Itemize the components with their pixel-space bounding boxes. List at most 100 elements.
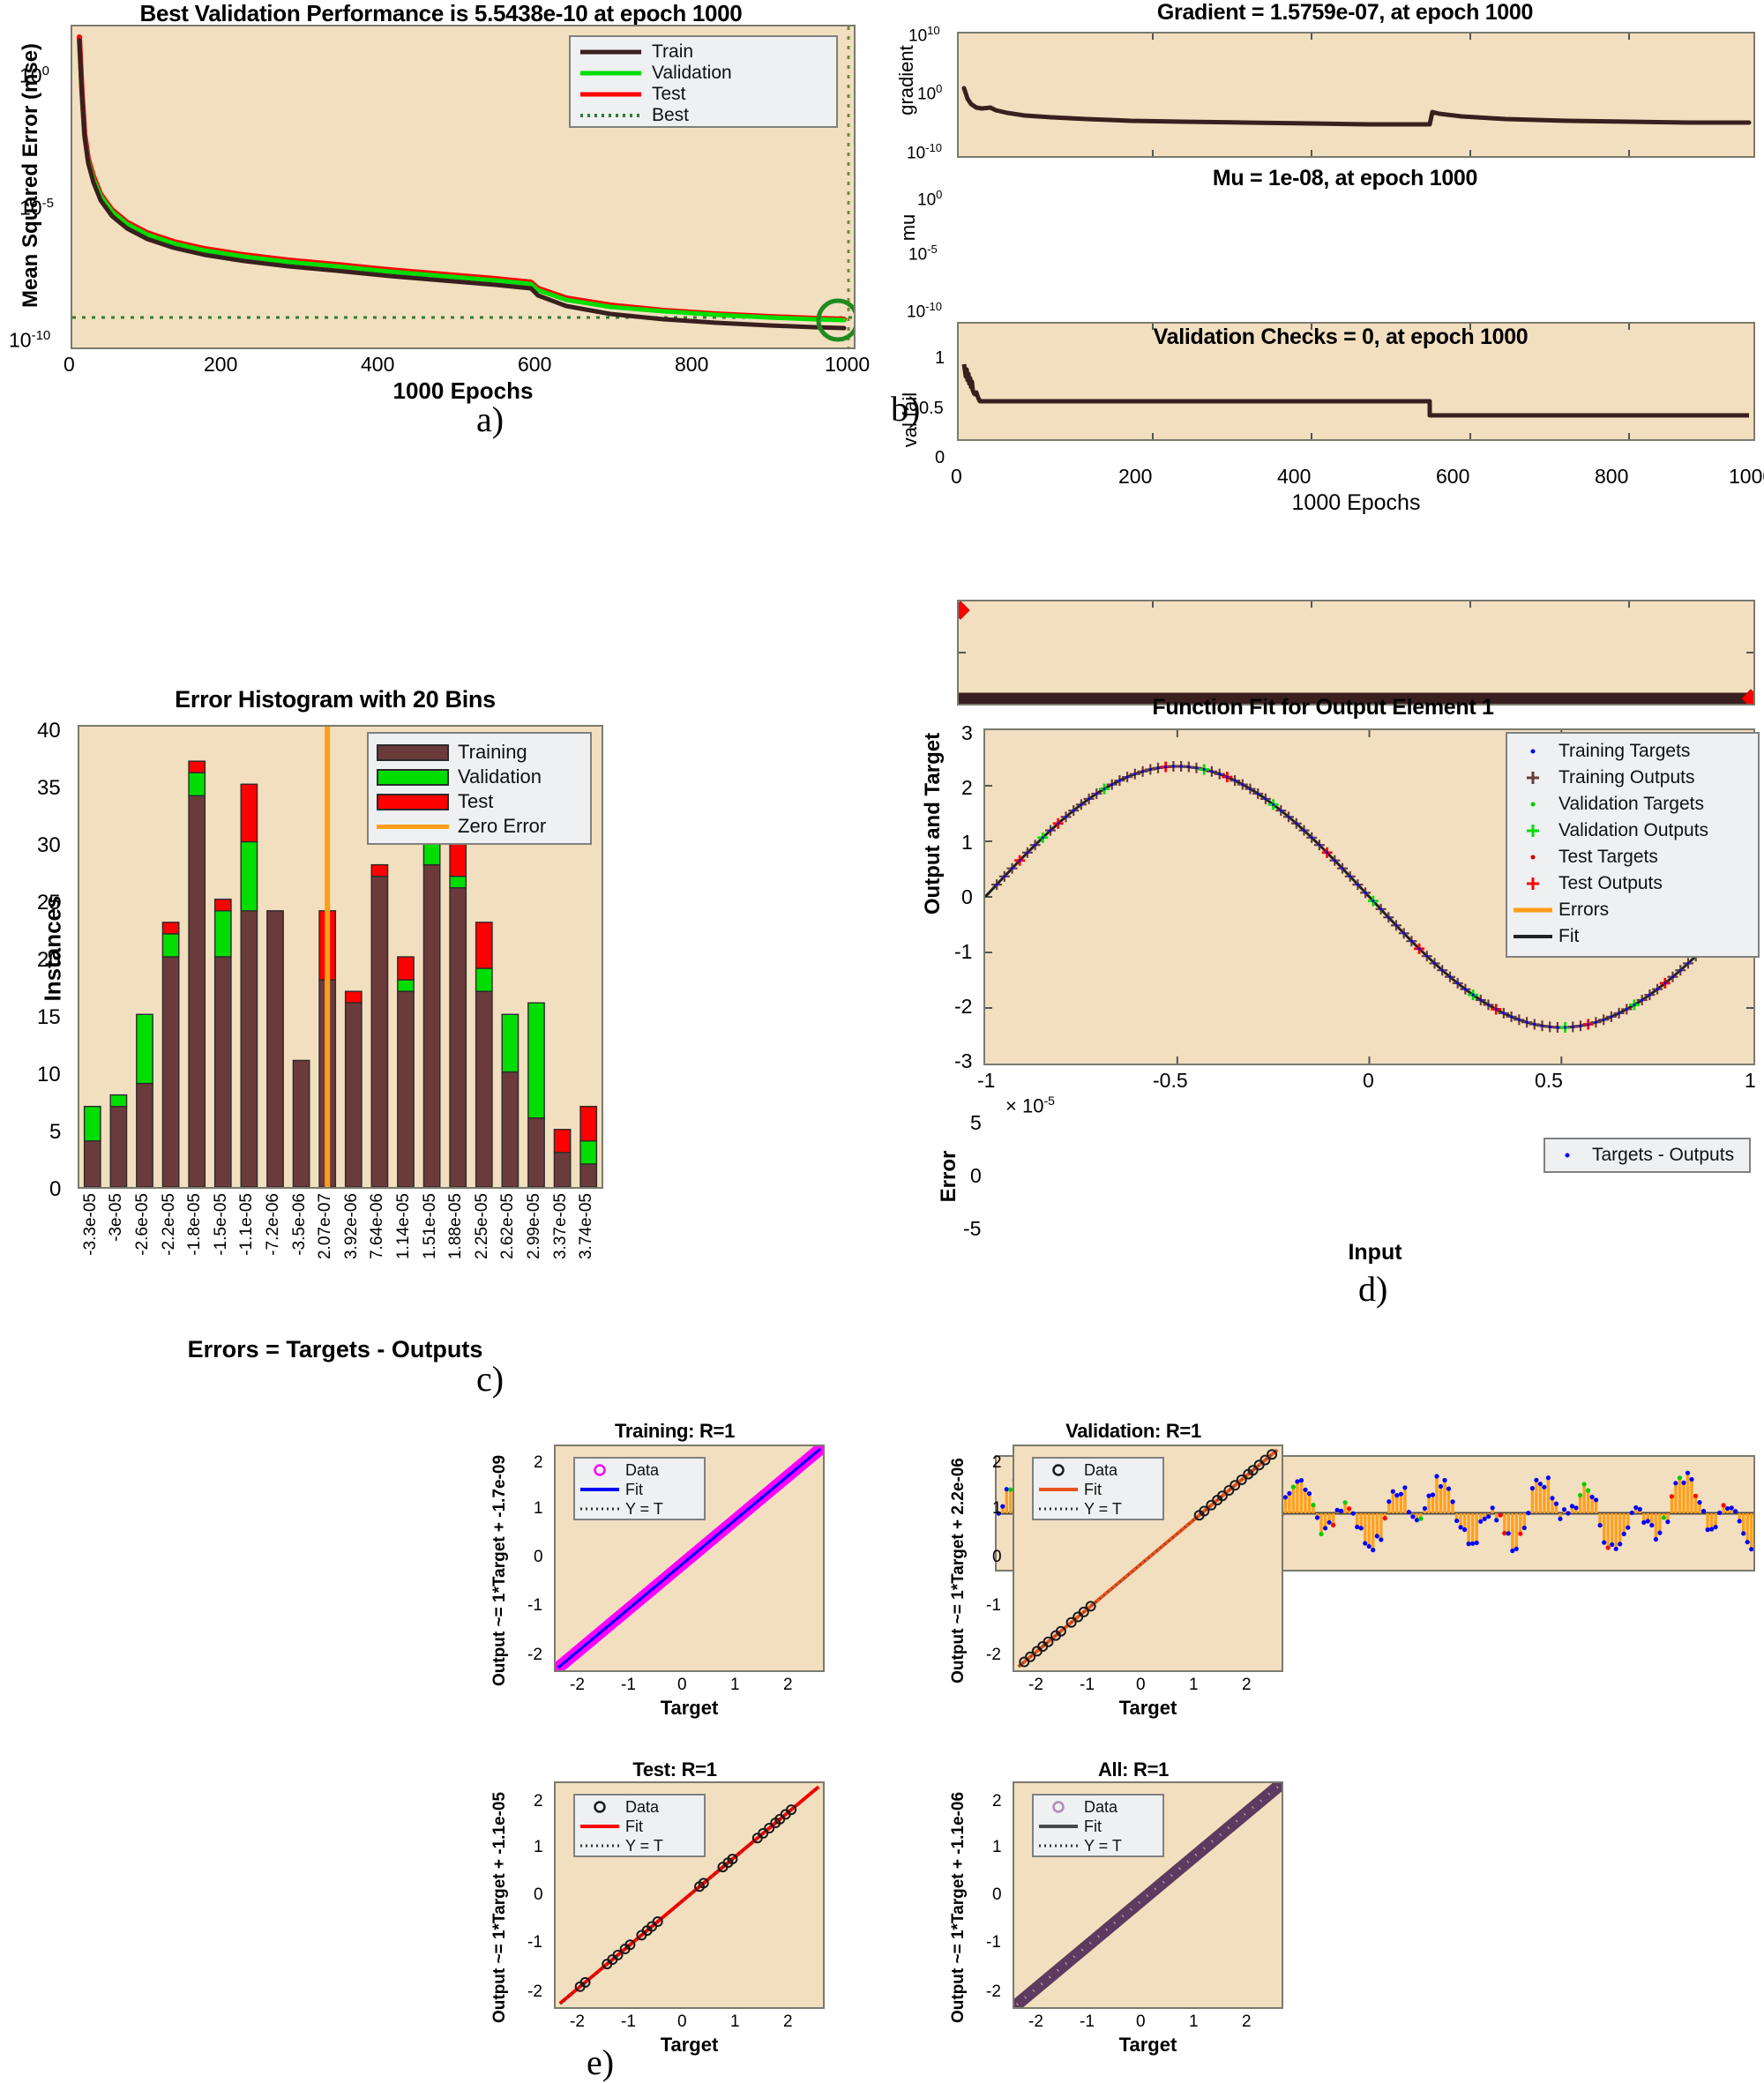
panel-b-xtick-400: 400 (1277, 465, 1312, 488)
panel-c-xtick-container: -3.3e-05 -3e-05 -2.6e-05 -2.2e-05 -1.8e-05 -1… (78, 1191, 603, 1332)
data-circle-marker (1052, 1801, 1065, 1813)
panel-c-xtick-15: 2.25e-05 (472, 1193, 491, 1260)
validation-outputs-marker (1527, 825, 1539, 837)
reg-test-xtick-m1: -1 (621, 2012, 636, 2031)
legend-label-yt: Y = T (1084, 1836, 1122, 1855)
train-swatch (580, 49, 641, 55)
legend-row-data: Data (1038, 1797, 1158, 1817)
regression-training: Training: R=1 Output ~= 1*Target + -1.7e… (423, 1393, 864, 1728)
reg-test-ytick-0: 0 (534, 1885, 543, 1904)
legend-label-training-outputs: Training Outputs (1558, 767, 1695, 788)
fit-line-swatch (580, 1825, 619, 1828)
reg-all-xtick-m1: -1 (1080, 2012, 1095, 2031)
reg-all-legend: Data Fit Y = T (1032, 1794, 1164, 1857)
test-swatch (377, 793, 449, 810)
legend-row-validation: Validation (377, 765, 582, 789)
legend-row-training-targets: Training Targets (1513, 738, 1753, 765)
reg-all-ytick-1: 1 (992, 1838, 1002, 1856)
panel-d-ytick-1: 1 (961, 831, 973, 854)
reg-training-ytick-m1: -1 (527, 1596, 542, 1615)
panel-d-err-ytick-m5: -5 (963, 1217, 982, 1240)
reg-test-ytick-m1: -1 (527, 1933, 542, 1952)
legend-row-training-outputs: Training Outputs (1513, 765, 1753, 791)
panel-d-ytick-m1: -1 (954, 940, 973, 963)
reg-test-ytick-1: 1 (534, 1838, 543, 1856)
panel-letter-b: b) (891, 389, 921, 429)
legend-row-errors: Errors (1513, 897, 1753, 923)
panel-c-ytick-0: 0 (49, 1177, 62, 1201)
legend-row-test-outputs: Test Outputs (1513, 870, 1753, 897)
legend-label-fit: Fit (625, 1480, 643, 1498)
legend-label-validation-outputs: Validation Outputs (1558, 820, 1709, 840)
panel-c-xtick-4: -1.8e-05 (185, 1193, 205, 1256)
reg-training-title: Training: R=1 (614, 1420, 736, 1442)
reg-test-xlabel: Target (660, 2034, 719, 2056)
legend-row-validation-targets: Validation Targets (1513, 791, 1753, 818)
best-marker-circle (816, 298, 854, 342)
yt-line-swatch (1039, 1507, 1078, 1511)
panel-letter-e: e) (587, 2042, 615, 2082)
legend-label-training: Training (458, 741, 527, 763)
panel-a-ytick-0: 100 (19, 63, 49, 87)
reg-validation-xtick-2: 2 (1242, 1676, 1252, 1694)
targets-outputs-marker (1565, 1153, 1570, 1158)
reg-training-scatter (556, 1446, 823, 1670)
legend-row-best: Best (578, 105, 829, 126)
panel-d-xtick-05: 0.5 (1535, 1069, 1563, 1092)
legend-row-validation-outputs: Validation Outputs (1513, 818, 1753, 844)
yt-line-swatch (580, 1507, 619, 1511)
panel-b-xtick-0: 0 (951, 465, 962, 488)
data-circle-marker (594, 1464, 606, 1476)
legend-row-yt: Y = T (579, 1499, 699, 1519)
panel-c-ytick-30: 30 (37, 833, 61, 857)
panel-c-ytick-5: 5 (49, 1120, 62, 1144)
reg-validation-xtick-m1: -1 (1080, 1676, 1095, 1694)
panel-c-xtick-3: -2.2e-05 (159, 1193, 178, 1256)
reg-test-title: Test: R=1 (632, 1758, 717, 1781)
panel-e-regression: Training: R=1 Output ~= 1*Target + -1.7e… (423, 1393, 1341, 2082)
fit-line-swatch (580, 1488, 619, 1491)
reg-training-xtick-2: 2 (783, 1676, 793, 1694)
legend-label-test: Test (458, 790, 494, 812)
panel-b-gradient-plot (957, 32, 1755, 158)
legend-row-targets-outputs: Targets - Outputs (1550, 1141, 1745, 1169)
panel-c-xtick-9: 2.07e-07 (316, 1193, 335, 1260)
fit-line-swatch (1039, 1488, 1078, 1491)
legend-row-yt: Y = T (579, 1836, 699, 1855)
reg-test-legend: Data Fit Y = T (573, 1794, 706, 1857)
legend-label-fit: Fit (1084, 1480, 1102, 1498)
reg-validation-ytick-m1: -1 (986, 1596, 1001, 1615)
panel-c-xtick-5: -1.5e-05 (211, 1193, 230, 1256)
panel-d-title: Function Fit for Output Element 1 (1152, 695, 1494, 720)
panel-c-xlabel: Errors = Targets - Outputs (187, 1336, 483, 1363)
reg-all-xtick-m2: -2 (1028, 2012, 1043, 2031)
regression-test: Test: R=1 Output ~= 1*Target + -1.1e-05 … (423, 1737, 864, 2072)
reg-training-ytick-0: 0 (534, 1548, 543, 1566)
reg-validation-xtick-1: 1 (1189, 1676, 1199, 1694)
yt-line-swatch (580, 1844, 619, 1848)
data-circle-marker (1052, 1464, 1065, 1476)
legend-label-fit: Fit (1084, 1817, 1102, 1835)
reg-validation-legend: Data Fit Y = T (1032, 1457, 1164, 1520)
panel-b-vf-ytick-1: 1 (935, 348, 946, 368)
reg-all-title: All: R=1 (1097, 1758, 1170, 1781)
panel-b-vf-ytick-0: 0 (935, 448, 946, 467)
reg-training-xtick-0: 0 (677, 1676, 687, 1694)
reg-test-ylabel: Output ~= 1*Target + -1.1e-05 (490, 1791, 509, 2024)
reg-all-ytick-2: 2 (992, 1792, 1002, 1810)
panel-c-xtick-10: 3.92e-06 (341, 1193, 361, 1260)
panel-d-xtick-1: 1 (1745, 1069, 1756, 1092)
reg-test-ytick-m2: -2 (527, 1982, 542, 2001)
legend-label-errors: Errors (1558, 900, 1610, 920)
panel-c-xtick-18: 3.37e-05 (550, 1193, 570, 1260)
panel-b-valchecks-title: Validation Checks = 0, at epoch 1000 (1153, 325, 1529, 349)
panel-a-ytick-2: 10-10 (9, 328, 51, 352)
regression-validation: Validation: R=1 Output ~= 1*Target + 2.2… (882, 1393, 1323, 1728)
panel-d-ylabel: Output and Target (921, 732, 945, 915)
panel-b-mu-ytick-mid: 10-5 (908, 243, 938, 265)
legend-row-test: Test (377, 789, 582, 814)
reg-validation-ytick-2: 2 (992, 1453, 1002, 1472)
panel-a-xlabel: 1000 Epochs (392, 377, 534, 404)
legend-label-data: Data (625, 1797, 660, 1816)
panel-c-xtick-6: -1.1e-05 (237, 1193, 257, 1256)
